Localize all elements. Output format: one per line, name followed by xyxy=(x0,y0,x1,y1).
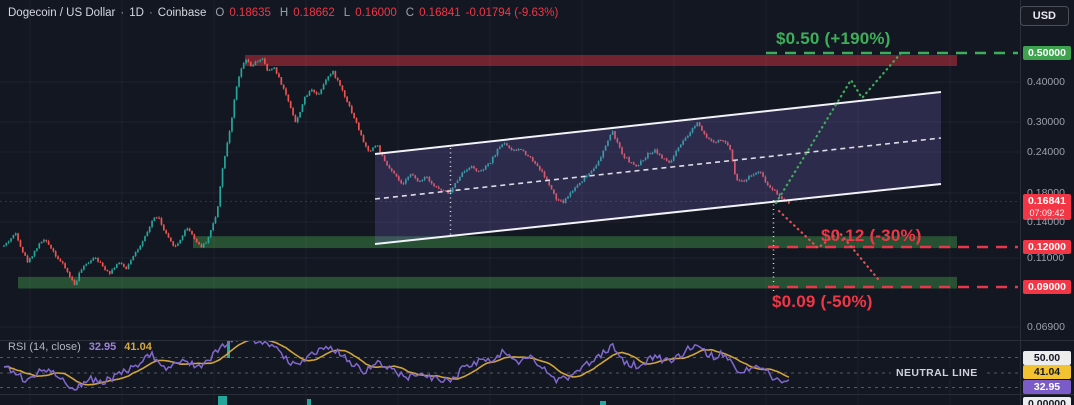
axis-price-chip: 32.95 xyxy=(1023,380,1071,394)
change-value: -0.01794 (-9.63%) xyxy=(465,7,559,19)
neutral-line-label: NEUTRAL LINE xyxy=(891,367,983,379)
indicator-mark xyxy=(600,401,606,405)
channel-midline xyxy=(374,137,942,200)
separator: · xyxy=(120,7,125,19)
exchange-label[interactable]: Coinbase xyxy=(157,7,207,19)
target-mid-label[interactable]: $0.12 (-30%) xyxy=(821,226,922,245)
target-down-label[interactable]: $0.09 (-50%) xyxy=(772,292,873,311)
symbol-title[interactable]: Dogecoin / US Dollar xyxy=(8,7,116,19)
axis-price-chip: 41.04 xyxy=(1023,365,1071,379)
supply-demand-zones[interactable] xyxy=(18,55,957,289)
channel-top-line xyxy=(374,91,942,155)
indicator-mark xyxy=(218,396,227,405)
close-label: C xyxy=(405,7,415,19)
rsi-ma-value: 41.04 xyxy=(124,341,152,353)
rsi-value: 32.95 xyxy=(88,341,117,353)
axis-price-chip: 50.00 xyxy=(1023,351,1071,365)
axis-tick-label: 0.06900 xyxy=(1027,321,1065,333)
projection-path[interactable] xyxy=(777,209,880,281)
support-zone xyxy=(193,236,957,249)
axis-tick-label: 0.40000 xyxy=(1027,76,1065,88)
support-zone xyxy=(18,276,957,289)
currency-toggle-button[interactable]: USD xyxy=(1019,6,1069,26)
close-value: 0.16841 xyxy=(419,7,461,19)
candlestick-series xyxy=(3,57,790,286)
axis-price-chip: 0.00000 xyxy=(1023,397,1071,405)
rsi-line xyxy=(3,341,790,391)
axis-price-chip: 0.12000 xyxy=(1023,240,1071,254)
low-label: L xyxy=(343,7,351,19)
axis-price-chip: 0.16841 07:09:42 xyxy=(1023,194,1071,220)
separator: · xyxy=(148,7,153,19)
high-value: 0.18662 xyxy=(293,7,335,19)
axis-tick-label: 0.30000 xyxy=(1027,116,1065,128)
ascending-channel[interactable] xyxy=(374,91,942,245)
indicator-mark xyxy=(227,341,230,358)
target-up-label[interactable]: $0.50 (+190%) xyxy=(776,29,891,48)
resistance-zone xyxy=(245,55,957,67)
timeframe-label[interactable]: 1D xyxy=(129,7,144,19)
rsi-title[interactable]: RSI (14, close) xyxy=(8,341,81,353)
rsi-legend: RSI (14, close) 32.95 41.04 xyxy=(8,341,152,353)
axis-price-chip: 0.50000 xyxy=(1023,46,1071,60)
axis-tick-label: 0.14000 xyxy=(1027,216,1065,228)
bar-countdown: 07:09:42 xyxy=(1029,208,1065,218)
rsi-ma-line xyxy=(3,341,790,386)
indicator-mark xyxy=(307,399,311,405)
channel-bottom-line xyxy=(374,183,942,245)
axis-tick-label: 0.24000 xyxy=(1027,146,1065,158)
grid-lines xyxy=(0,0,1019,405)
high-label: H xyxy=(279,7,289,19)
price-axis[interactable]: 0.50000 0.40000 0.30000 0.24000 0.18000 0.168… xyxy=(1020,0,1074,405)
low-value: 0.16000 xyxy=(355,7,397,19)
open-value: 0.18635 xyxy=(229,7,271,19)
projection-path[interactable] xyxy=(774,51,903,205)
axis-tick-label: 0.11000 xyxy=(1027,252,1065,264)
symbol-legend: Dogecoin / US Dollar · 1D · Coinbase O 0… xyxy=(8,7,558,19)
rsi-pane xyxy=(0,341,1019,405)
open-label: O xyxy=(215,7,225,19)
axis-price-chip: 0.09000 xyxy=(1023,280,1071,294)
